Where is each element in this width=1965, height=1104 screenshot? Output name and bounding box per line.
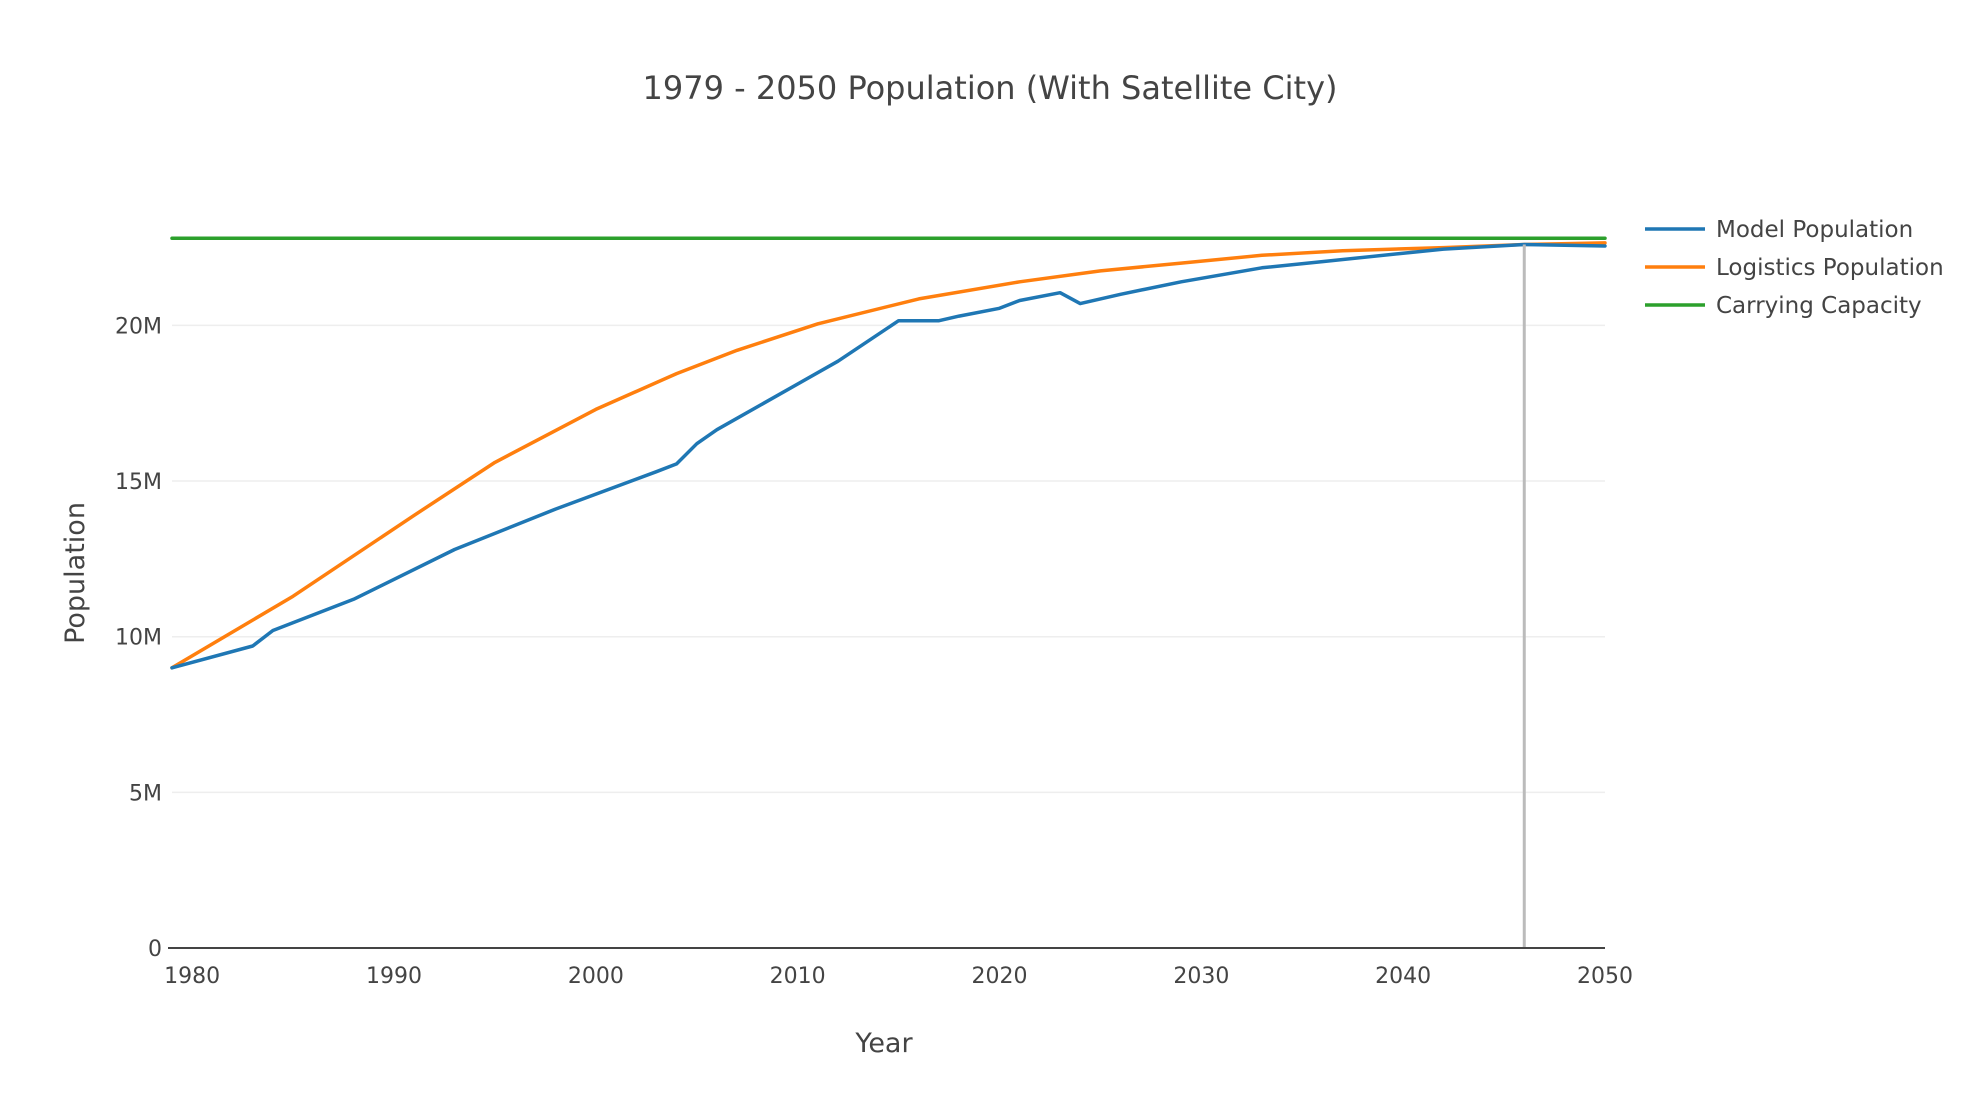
gridlines [172,324,1605,794]
y-tick-label: 20M [115,314,162,339]
legend: Model Population Logistics Population Carr… [1645,217,1944,319]
legend-label: Logistics Population [1716,255,1944,281]
chart-title: 1979 - 2050 Population (With Satellite C… [643,69,1338,107]
legend-item-logistics-population[interactable]: Logistics Population [1645,255,1944,281]
legend-label: Carrying Capacity [1716,293,1922,319]
y-tick-label: 10M [115,626,162,651]
x-axis-ticks: 1980 1990 2000 2010 2020 2030 2040 2050 [164,964,1633,989]
x-tick-label: 1980 [164,964,220,989]
y-tick-label: 15M [115,470,162,495]
legend-item-model-population[interactable]: Model Population [1645,217,1913,243]
x-tick-label: 2020 [972,964,1028,989]
y-axis-ticks: 0 5M 10M 15M 20M [115,314,162,962]
x-tick-label: 2040 [1375,964,1431,989]
x-tick-label: 2030 [1173,964,1229,989]
x-tick-label: 2010 [770,964,826,989]
legend-item-carrying-capacity[interactable]: Carrying Capacity [1645,293,1922,319]
y-tick-label: 0 [148,937,162,962]
x-axis-title: Year [854,1028,913,1059]
model-population-line [170,242,1607,670]
y-tick-label: 5M [129,781,162,806]
x-tick-label: 1990 [366,964,422,989]
legend-label: Model Population [1716,217,1913,243]
series-layer [170,236,1607,670]
x-tick-label: 2050 [1577,964,1633,989]
logistics-population-line [170,241,1607,670]
x-tick-label: 2000 [568,964,624,989]
y-axis-title: Population [60,502,91,644]
